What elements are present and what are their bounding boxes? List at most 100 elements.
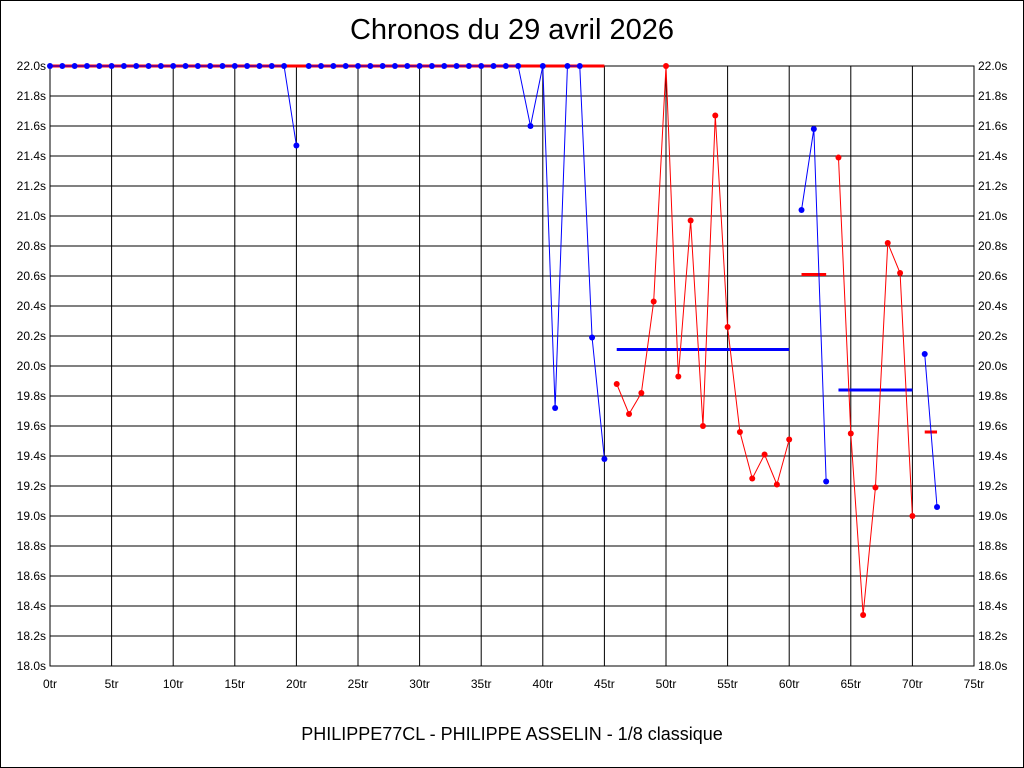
- y-tick-label-right: 18.0s: [978, 659, 1007, 673]
- data-point: [207, 63, 214, 69]
- data-point: [428, 63, 435, 69]
- y-tick-label-left: 18.8s: [17, 539, 46, 553]
- data-point: [884, 240, 891, 246]
- data-point: [552, 405, 559, 411]
- data-point: [786, 436, 793, 443]
- y-tick-label-left: 20.6s: [17, 269, 46, 283]
- y-tick-label-left: 20.8s: [17, 239, 46, 253]
- x-tick-label: 40tr: [532, 677, 553, 691]
- series-line: [616, 65, 790, 487]
- data-point: [613, 381, 620, 387]
- chart-footer: PHILIPPE77CL - PHILIPPE ASSELIN - 1/8 cl…: [301, 724, 723, 744]
- data-point: [601, 456, 608, 462]
- x-tick-label: 55tr: [717, 677, 738, 691]
- data-point: [835, 154, 842, 161]
- data-point: [391, 63, 398, 69]
- average-segments: [50, 64, 938, 434]
- data-point: [441, 63, 448, 69]
- data-point: [847, 430, 854, 437]
- y-tick-label-right: 18.8s: [978, 539, 1007, 553]
- data-point: [527, 123, 534, 129]
- data-point: [638, 390, 645, 396]
- x-tick-label: 30tr: [409, 677, 430, 691]
- data-point: [367, 63, 374, 69]
- data-point: [650, 298, 657, 305]
- data-point: [490, 63, 497, 69]
- data-point: [71, 63, 78, 69]
- data-point: [712, 112, 719, 119]
- y-tick-label-right: 18.2s: [978, 629, 1007, 643]
- y-tick-label-left: 18.4s: [17, 599, 46, 613]
- data-point: [59, 63, 66, 69]
- data-point: [589, 334, 596, 341]
- y-tick-label-left: 21.2s: [17, 179, 46, 193]
- x-tick-label: 60tr: [779, 677, 800, 691]
- y-tick-label-left: 21.0s: [17, 209, 46, 223]
- data-point: [773, 481, 780, 488]
- data-point: [404, 63, 411, 69]
- data-point: [872, 484, 879, 491]
- data-point: [564, 63, 571, 69]
- series-line: [308, 65, 605, 460]
- y-tick-label-right: 20.6s: [978, 269, 1007, 283]
- y-tick-label-right: 21.4s: [978, 149, 1007, 163]
- y-tick-label-right: 20.2s: [978, 329, 1007, 343]
- data-point: [515, 63, 522, 69]
- data-series: [47, 63, 941, 618]
- data-point: [761, 451, 768, 458]
- data-point: [539, 63, 546, 69]
- data-point: [170, 63, 177, 69]
- x-tick-label: 35tr: [471, 677, 492, 691]
- data-point: [675, 373, 682, 380]
- data-point: [379, 63, 386, 69]
- y-tick-label-right: 19.4s: [978, 449, 1007, 463]
- y-tick-label-right: 19.2s: [978, 479, 1007, 493]
- y-tick-label-left: 19.2s: [17, 479, 46, 493]
- y-tick-label-right: 19.0s: [978, 509, 1007, 523]
- y-tick-label-left: 20.4s: [17, 299, 46, 313]
- y-tick-label-right: 19.8s: [978, 389, 1007, 403]
- data-point: [724, 324, 731, 330]
- data-point: [256, 63, 263, 69]
- y-tick-label-left: 21.6s: [17, 119, 46, 133]
- data-point: [687, 217, 694, 224]
- y-tick-label-right: 21.8s: [978, 89, 1007, 103]
- y-tick-label-right: 21.0s: [978, 209, 1007, 223]
- data-point: [736, 429, 743, 435]
- y-tick-label-right: 22.0s: [978, 59, 1007, 73]
- data-point: [305, 63, 312, 69]
- axes: 18.0s 18.0s 18.2s 18.2s 18.4s 18.4s 18.6s 18.6s…: [17, 59, 1008, 691]
- series-line: [801, 128, 827, 482]
- y-tick-label-left: 20.2s: [17, 329, 46, 343]
- data-point: [318, 63, 325, 69]
- data-point: [108, 63, 115, 69]
- data-point: [342, 63, 349, 69]
- data-point: [83, 63, 90, 69]
- data-point: [810, 126, 817, 132]
- data-point: [663, 63, 669, 69]
- data-point: [699, 423, 706, 429]
- data-point: [897, 270, 904, 276]
- data-point: [823, 478, 830, 485]
- data-point: [355, 63, 361, 69]
- x-tick-label: 45tr: [594, 677, 615, 691]
- data-point: [268, 63, 275, 69]
- y-tick-label-right: 21.2s: [978, 179, 1007, 193]
- y-tick-label-right: 21.6s: [978, 119, 1007, 133]
- x-tick-label: 10tr: [163, 677, 184, 691]
- data-point: [453, 63, 460, 69]
- y-tick-label-left: 20.0s: [17, 359, 46, 373]
- data-point: [219, 63, 226, 69]
- x-tick-label: 50tr: [656, 677, 677, 691]
- data-point: [157, 63, 164, 69]
- y-tick-label-left: 21.8s: [17, 89, 46, 103]
- data-point: [231, 63, 238, 69]
- x-tick-label: 25tr: [348, 677, 369, 691]
- data-point: [934, 504, 941, 510]
- data-point: [921, 351, 928, 357]
- x-tick-label: 5tr: [105, 677, 119, 691]
- data-point: [626, 411, 633, 417]
- y-tick-label-right: 18.6s: [978, 569, 1007, 583]
